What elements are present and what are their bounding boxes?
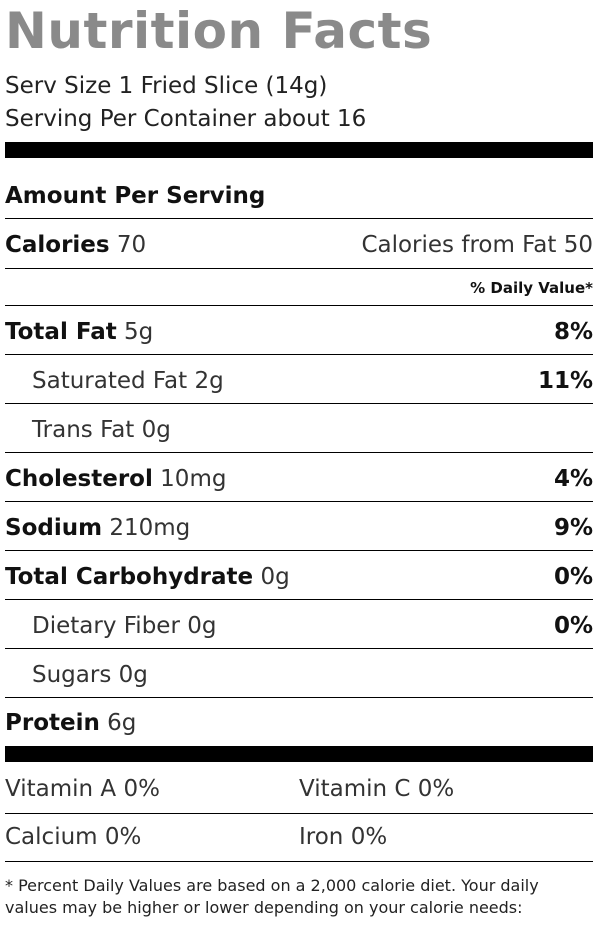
- nutrient-text: Sugars 0g: [32, 651, 148, 699]
- nutrient-row-sodium: Sodium 210mg 9%: [5, 504, 593, 552]
- calories-value: 70: [116, 232, 147, 258]
- nutrient-label: Dietary Fiber: [32, 613, 180, 639]
- calories-text: Calories 70: [5, 221, 146, 269]
- nutrient-amount: 0g: [118, 662, 148, 688]
- nutrient-row-dietary-fiber: Dietary Fiber 0g 0%: [5, 602, 593, 650]
- nutrient-dv: 11%: [537, 368, 593, 394]
- divider: [5, 501, 593, 502]
- divider: [5, 218, 593, 219]
- nutrient-amount: 0g: [187, 613, 217, 639]
- divider: [5, 403, 593, 404]
- nutrient-dv: 4%: [553, 466, 593, 492]
- label-title: Nutrition Facts: [5, 2, 433, 60]
- servings-per-container: Serving Per Container about 16: [5, 106, 367, 132]
- nutrient-amount: 0g: [141, 417, 171, 443]
- divider: [5, 813, 593, 814]
- nutrient-text: Cholesterol 10mg: [5, 455, 226, 503]
- nutrient-text: Trans Fat 0g: [32, 406, 171, 454]
- divider: [5, 599, 593, 600]
- divider: [5, 697, 593, 698]
- nutrient-label: Total Carbohydrate: [5, 564, 254, 590]
- serving-size: Serv Size 1 Fried Slice (14g): [5, 73, 328, 99]
- nutrient-amount: 2g: [194, 368, 224, 394]
- calories-row: Calories 70 Calories from Fat 50: [5, 221, 593, 269]
- nutrient-label: Cholesterol: [5, 466, 153, 492]
- nutrient-label: Trans Fat: [32, 417, 135, 443]
- vitamin-a: Vitamin A 0%: [5, 776, 160, 802]
- nutrient-text: Total Carbohydrate 0g: [5, 553, 290, 601]
- nutrient-amount: 6g: [107, 710, 137, 736]
- divider: [5, 648, 593, 649]
- nutrient-text: Saturated Fat 2g: [32, 357, 224, 405]
- nutrient-text: Protein 6g: [5, 699, 136, 747]
- nutrient-dv: 0%: [553, 564, 593, 590]
- nutrient-row-trans-fat: Trans Fat 0g: [5, 406, 593, 454]
- calories-from-fat: Calories from Fat 50: [361, 232, 593, 258]
- nutrient-dv: 9%: [553, 515, 593, 541]
- footnote: * Percent Daily Values are based on a 2,…: [5, 876, 539, 917]
- nutrient-label: Sodium: [5, 515, 103, 541]
- divider: [5, 861, 593, 862]
- divider: [5, 268, 593, 269]
- thick-divider: [5, 746, 593, 762]
- nutrient-dv: 0%: [553, 613, 593, 639]
- nutrient-amount: 5g: [124, 319, 154, 345]
- nutrient-text: Sodium 210mg: [5, 504, 190, 552]
- nutrient-label: Saturated Fat: [32, 368, 188, 394]
- divider: [5, 452, 593, 453]
- divider: [5, 354, 593, 355]
- iron: Iron 0%: [299, 824, 388, 850]
- thick-divider: [5, 142, 593, 158]
- amount-per-serving-row: Amount Per Serving: [5, 172, 593, 220]
- amount-per-serving-label: Amount Per Serving: [5, 183, 266, 209]
- divider: [5, 305, 593, 306]
- nutrient-row-total-fat: Total Fat 5g 8%: [5, 308, 593, 356]
- nutrient-row-cholesterol: Cholesterol 10mg 4%: [5, 455, 593, 503]
- nutrient-text: Total Fat 5g: [5, 308, 153, 356]
- nutrient-row-total-carbohydrate: Total Carbohydrate 0g 0%: [5, 553, 593, 601]
- nutrient-amount: 210mg: [109, 515, 191, 541]
- nutrient-label: Protein: [5, 710, 100, 736]
- nutrient-row-saturated-fat: Saturated Fat 2g 11%: [5, 357, 593, 405]
- vitamin-c: Vitamin C 0%: [299, 776, 455, 802]
- calcium: Calcium 0%: [5, 824, 142, 850]
- nutrient-amount: 0g: [260, 564, 290, 590]
- divider: [5, 550, 593, 551]
- nutrient-dv: 8%: [553, 319, 593, 345]
- nutrient-amount: 10mg: [160, 466, 227, 492]
- nutrient-label: Total Fat: [5, 319, 117, 345]
- calories-label: Calories: [5, 232, 110, 258]
- nutrient-row-sugars: Sugars 0g: [5, 651, 593, 699]
- daily-value-header: % Daily Value*: [470, 279, 593, 297]
- nutrient-label: Sugars: [32, 662, 112, 688]
- nutrient-row-protein: Protein 6g: [5, 699, 593, 747]
- nutrient-text: Dietary Fiber 0g: [32, 602, 216, 650]
